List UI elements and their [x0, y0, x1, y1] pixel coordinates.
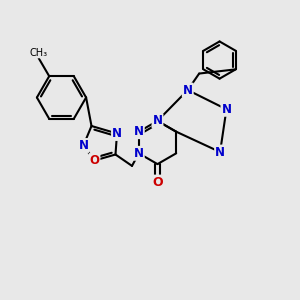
Text: O: O — [152, 176, 163, 189]
Text: N: N — [215, 146, 225, 158]
Text: N: N — [112, 127, 122, 140]
Text: O: O — [89, 154, 100, 167]
Text: CH₃: CH₃ — [30, 48, 48, 58]
Text: N: N — [134, 125, 144, 138]
Text: N: N — [221, 103, 231, 116]
Text: N: N — [183, 84, 193, 97]
Text: N: N — [152, 114, 163, 128]
Text: N: N — [134, 147, 144, 160]
Text: N: N — [78, 139, 88, 152]
